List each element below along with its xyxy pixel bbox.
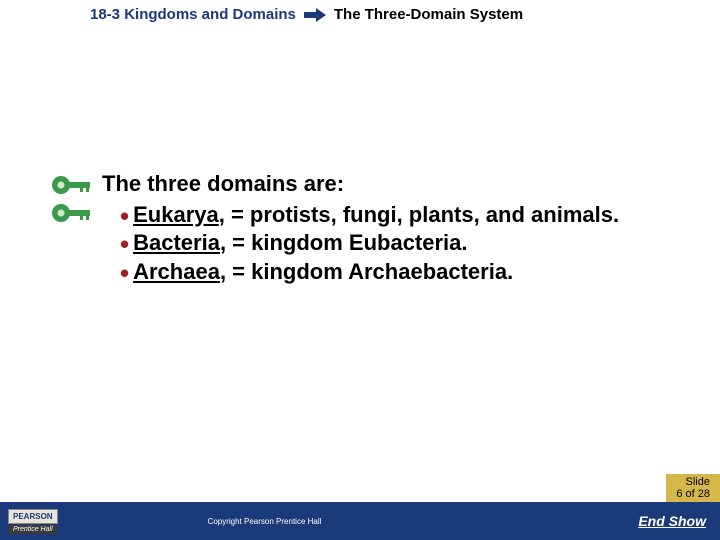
bullet-rest: , = kingdom Eubacteria. [220,230,468,255]
bullet-dot-icon: • [120,205,129,227]
publisher-bottom: Prentice Hall [9,525,57,534]
domain-name: Bacteria [133,230,220,255]
text-block: The three domains are: • Eukarya, = prot… [102,170,700,286]
domain-name: Eukarya [133,202,219,227]
slide-label: Slide [686,476,710,488]
end-show-button[interactable]: End Show [638,513,706,529]
arrow-right-icon [304,8,326,22]
bullet-rest: , = kingdom Archaebacteria. [220,259,513,284]
publisher-top: PEARSON [8,509,58,524]
copyright-text: Copyright Pearson Prentice Hall [208,517,322,526]
bullet-item: • Eukarya, = protists, fungi, plants, an… [120,201,700,230]
bottom-bar: PEARSON Prentice Hall Copyright Pearson … [0,502,720,540]
bullet-item: • Bacteria, = kingdom Eubacteria. [120,229,700,258]
bullet-item: • Archaea, = kingdom Archaebacteria. [120,258,700,287]
bullet-dot-icon: • [120,233,129,255]
bullet-text: Eukarya, = protists, fungi, plants, and … [133,201,700,230]
bullet-rest: , = protists, fungi, plants, and animals… [219,202,619,227]
publisher-logo: PEARSON Prentice Hall [8,509,58,534]
topic-title: The Three-Domain System [334,6,523,23]
slide-position: 6 of 28 [676,488,710,500]
key-icon [50,202,94,224]
bullet-text: Bacteria, = kingdom Eubacteria. [133,229,700,258]
key-icon [50,174,94,196]
key-icons-group [50,174,94,224]
intro-text: The three domains are: [102,170,700,199]
section-label: 18-3 Kingdoms and Domains [90,6,296,23]
bullet-text: Archaea, = kingdom Archaebacteria. [133,258,700,287]
content-area: The three domains are: • Eukarya, = prot… [50,170,700,286]
slide-header: 18-3 Kingdoms and Domains The Three-Doma… [0,0,720,29]
bullet-dot-icon: • [120,262,129,284]
slide-counter: Slide 6 of 28 [666,474,720,502]
domain-name: Archaea [133,259,220,284]
